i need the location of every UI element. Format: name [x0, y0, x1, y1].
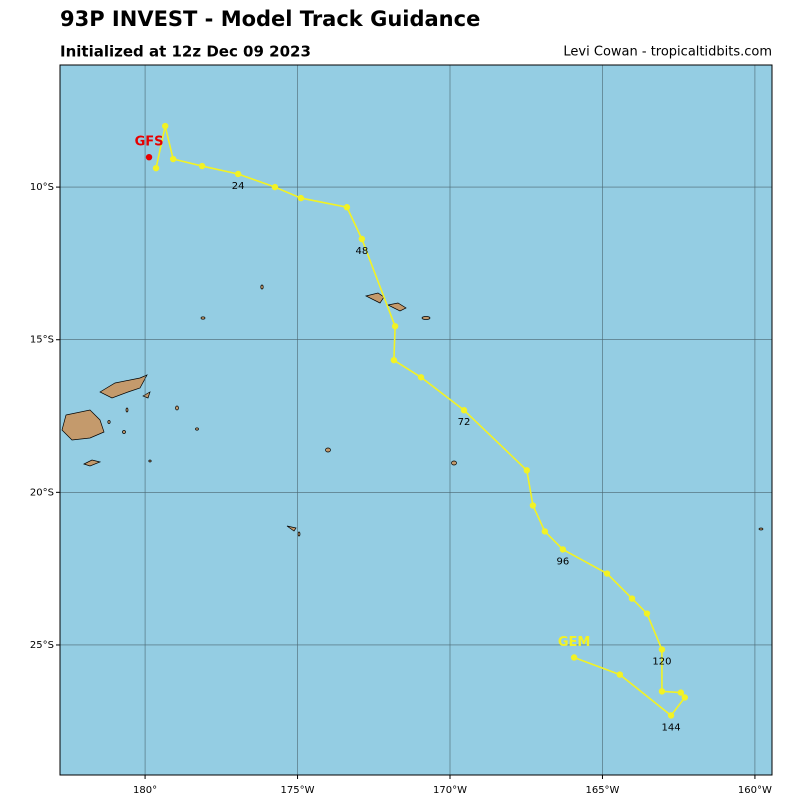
island	[758, 527, 764, 531]
hour-label: 96	[556, 556, 569, 567]
y-tick-label: 15°S	[30, 335, 54, 346]
track-point	[198, 162, 206, 170]
hour-label: 24	[232, 181, 245, 192]
track-point	[541, 528, 549, 535]
track-point	[603, 570, 611, 577]
track-point	[570, 654, 578, 661]
track-point	[667, 712, 675, 719]
x-tick-label: 175°W	[281, 785, 315, 796]
y-tick-label: 25°S	[30, 640, 54, 651]
island	[297, 531, 301, 537]
track-point	[390, 356, 398, 364]
island	[260, 284, 264, 290]
track-point	[234, 170, 242, 178]
track-point	[297, 194, 305, 202]
y-tick-label: 10°S	[30, 182, 54, 193]
track-point	[169, 155, 177, 163]
hour-label: 72	[458, 417, 471, 428]
island	[61, 409, 105, 441]
plot-area: 24 48 72 96 120 144 GEM GFS	[60, 65, 772, 775]
track-point	[358, 235, 366, 243]
x-tick-label: 170°W	[433, 785, 467, 796]
model-label: GFS	[135, 135, 164, 150]
hour-label: 48	[356, 246, 369, 257]
credit: Levi Cowan - tropicaltidbits.com	[563, 45, 772, 60]
island	[148, 459, 152, 463]
hour-label: 120	[652, 657, 671, 668]
island	[107, 420, 111, 424]
x-tick-label: 160°W	[738, 785, 772, 796]
island	[200, 316, 206, 320]
model-label: GEM	[558, 635, 591, 650]
track-point	[559, 546, 567, 553]
island	[99, 374, 148, 399]
track-point	[616, 671, 624, 678]
track-point	[529, 502, 537, 509]
track-point	[152, 164, 160, 172]
track-point	[658, 688, 666, 695]
ocean	[60, 65, 772, 775]
track-point	[677, 689, 685, 696]
track-point	[523, 467, 531, 474]
track-point	[391, 323, 399, 330]
island	[195, 427, 199, 431]
island	[451, 460, 457, 466]
track-point	[643, 610, 651, 617]
island	[286, 525, 297, 532]
track-point	[460, 407, 468, 414]
land	[61, 284, 764, 537]
track-point	[343, 204, 351, 211]
track-point	[628, 595, 636, 602]
track-point	[145, 153, 153, 161]
island	[175, 405, 179, 411]
track-point	[161, 122, 169, 130]
island	[83, 459, 102, 467]
island	[421, 316, 431, 320]
island	[125, 407, 129, 413]
track-point	[271, 183, 279, 191]
island	[386, 302, 407, 312]
island	[142, 391, 151, 399]
hour-label: 144	[662, 722, 681, 733]
frame	[59, 64, 773, 776]
island	[325, 447, 331, 453]
chart-subtitle: Initialized at 12z Dec 09 2023	[60, 43, 311, 61]
track-point	[681, 694, 688, 701]
track-point	[658, 646, 666, 653]
x-tick-label: 165°W	[585, 785, 619, 796]
chart-title: 93P INVEST - Model Track Guidance	[60, 7, 480, 31]
x-tick-label: 180°	[133, 785, 157, 796]
island	[122, 430, 126, 434]
track-point	[417, 374, 425, 381]
y-tick-label: 20°S	[30, 487, 54, 498]
